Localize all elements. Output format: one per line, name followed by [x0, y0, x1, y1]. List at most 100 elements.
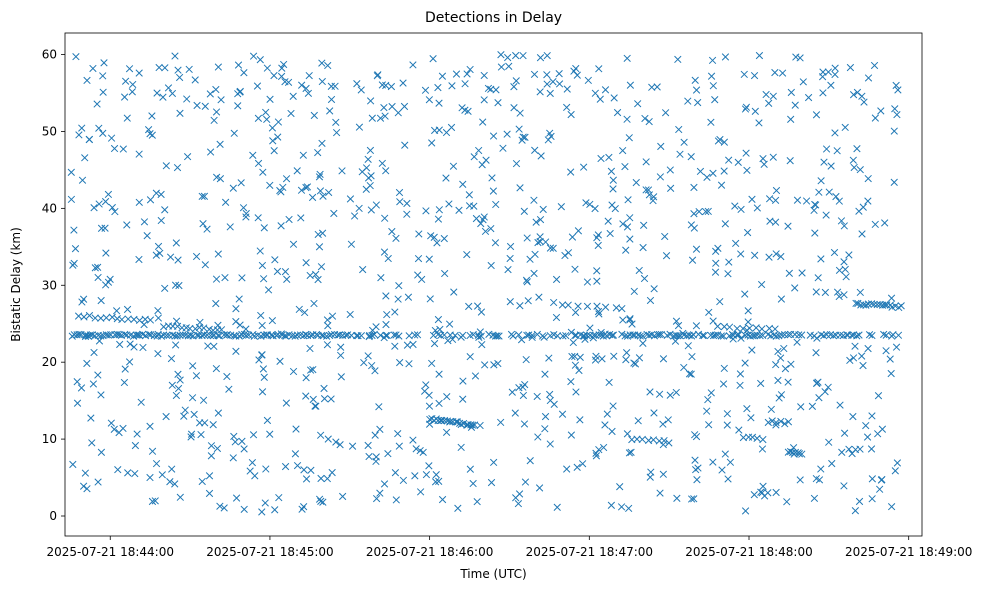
detection-marker	[124, 469, 132, 477]
detection-marker	[741, 359, 749, 367]
detection-marker	[161, 284, 169, 292]
detection-marker	[403, 341, 412, 349]
detection-marker	[133, 430, 141, 438]
detection-marker	[576, 416, 584, 424]
detection-marker	[380, 248, 389, 256]
detection-marker	[792, 53, 800, 61]
detection-marker	[289, 240, 298, 248]
detection-marker	[472, 214, 481, 223]
detection-marker	[327, 95, 336, 104]
detection-marker	[625, 504, 633, 513]
detection-marker	[260, 331, 268, 339]
detection-marker	[186, 324, 194, 333]
detection-marker	[394, 109, 402, 117]
detection-marker	[659, 470, 667, 478]
detection-marker	[592, 449, 600, 457]
detection-marker	[812, 288, 820, 296]
detection-marker	[212, 299, 220, 308]
detection-marker	[191, 325, 199, 333]
detection-marker	[837, 217, 846, 225]
detection-marker	[712, 247, 720, 255]
detection-marker	[203, 225, 211, 233]
detection-marker	[791, 101, 799, 109]
detection-marker	[868, 475, 876, 483]
detection-marker	[550, 298, 558, 307]
detection-marker	[680, 138, 688, 146]
detection-marker	[880, 330, 888, 339]
x-tick-label: 2025-07-21 18:48:00	[685, 545, 812, 559]
detection-marker	[536, 54, 545, 62]
detection-marker	[392, 496, 400, 504]
detection-marker	[608, 427, 616, 436]
detection-marker	[751, 251, 759, 259]
detection-marker	[129, 80, 137, 89]
detection-marker	[841, 265, 849, 274]
detection-marker	[536, 215, 545, 224]
detection-marker	[512, 494, 520, 502]
detection-marker	[489, 187, 498, 195]
detection-marker	[755, 119, 763, 127]
detection-marker	[853, 145, 861, 153]
detection-marker	[714, 137, 723, 145]
detection-marker	[744, 318, 752, 326]
detection-marker	[168, 465, 176, 473]
detection-marker	[646, 296, 655, 305]
detection-marker	[99, 72, 107, 80]
detection-marker	[121, 365, 129, 373]
detection-marker	[849, 412, 857, 421]
detection-marker	[688, 256, 697, 264]
detection-marker	[376, 331, 385, 339]
detection-marker	[684, 97, 692, 105]
detection-marker	[495, 332, 503, 340]
detection-marker	[216, 502, 224, 510]
detection-marker	[795, 331, 803, 339]
detection-marker	[146, 130, 154, 138]
detection-marker	[94, 371, 102, 379]
detection-marker	[242, 213, 250, 221]
detection-marker	[512, 77, 520, 85]
detection-marker	[107, 134, 116, 142]
detection-marker	[448, 335, 457, 344]
detection-marker	[771, 196, 780, 205]
detection-marker	[139, 343, 147, 352]
detection-marker	[595, 310, 603, 318]
detection-marker	[88, 439, 96, 447]
detection-marker	[217, 96, 225, 104]
detection-marker	[348, 442, 357, 450]
detection-marker	[532, 218, 540, 226]
detection-marker	[858, 92, 866, 100]
detection-marker	[772, 332, 780, 340]
detection-marker	[316, 431, 325, 439]
detection-marker	[212, 364, 221, 373]
detection-marker	[743, 166, 751, 175]
detection-marker	[863, 433, 872, 441]
detection-marker	[545, 354, 553, 362]
detection-marker	[210, 342, 218, 351]
detection-marker	[221, 273, 229, 282]
detection-marker	[131, 469, 139, 478]
detection-marker	[465, 191, 473, 199]
detection-marker	[586, 200, 594, 209]
detection-marker	[851, 507, 860, 515]
detection-marker	[881, 301, 889, 309]
detection-marker	[198, 192, 206, 201]
detection-marker	[135, 150, 143, 158]
detection-marker	[148, 497, 157, 506]
detection-marker	[275, 493, 283, 502]
detection-marker	[291, 450, 300, 458]
detection-marker	[399, 476, 408, 485]
detection-marker	[772, 488, 780, 497]
detection-marker	[480, 71, 488, 80]
detection-marker	[505, 62, 513, 70]
detection-marker	[449, 162, 458, 170]
detection-marker	[258, 388, 267, 396]
detection-marker	[118, 315, 126, 324]
detection-marker	[315, 173, 324, 181]
detection-marker	[536, 88, 544, 96]
detection-marker	[217, 326, 226, 334]
detection-marker	[831, 64, 839, 72]
detection-marker	[666, 330, 674, 338]
detection-marker	[281, 268, 290, 276]
detection-marker	[396, 198, 404, 206]
